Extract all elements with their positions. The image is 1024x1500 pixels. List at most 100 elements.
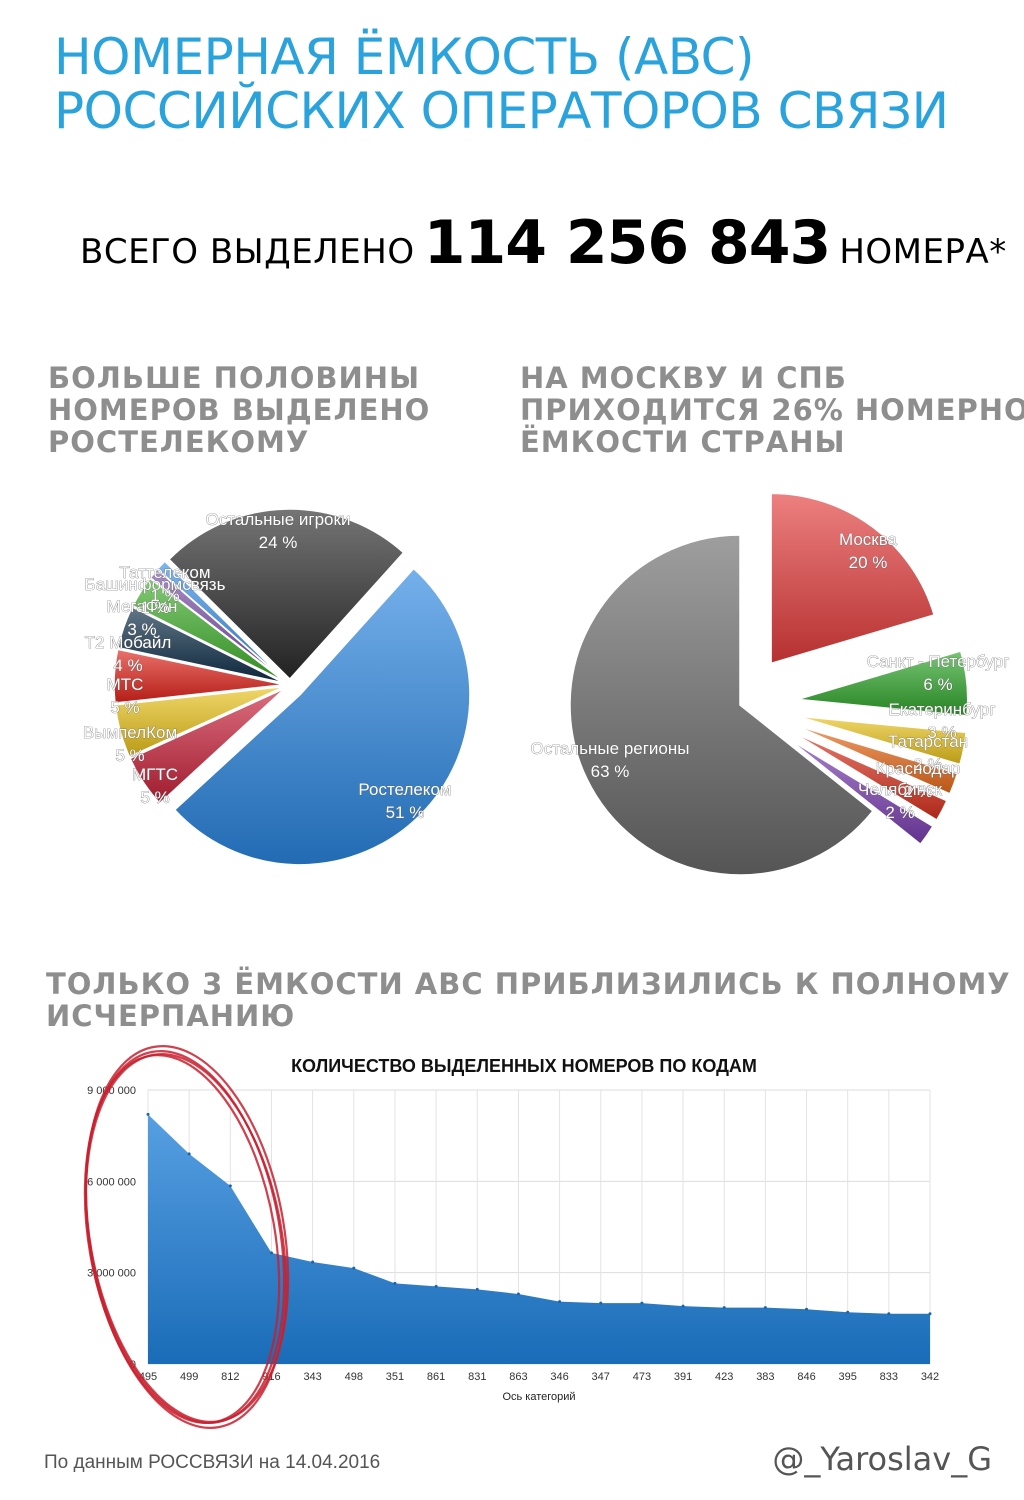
pie-slice-ростелеком: [173, 567, 471, 866]
pie-slice-percent: 3 %: [127, 620, 156, 639]
pie-slice-label: Таттелеком: [119, 563, 210, 582]
pie-slice-label: Ростелеком: [358, 780, 451, 799]
pie-slice-percent: 3 %: [927, 723, 956, 742]
x-tick-label: 831: [468, 1371, 486, 1383]
pie-slice-label: Т2 Мобайл: [85, 633, 172, 652]
title-line-2: РОССИЙСКИХ ОПЕРАТОРОВ СВЯЗИ: [54, 82, 949, 140]
pie-slice-челябинск: [787, 737, 934, 846]
pie-slice-label: Москва: [839, 530, 898, 549]
pie-slice-остальные-игроки: [167, 508, 405, 681]
codes-heading-line: ТОЛЬКО 3 ЁМКОСТИ ABC ПРИБЛИЗИЛИСЬ К ПОЛН…: [46, 967, 1011, 1001]
x-tick-label: 861: [427, 1371, 445, 1383]
x-tick-label: 498: [345, 1371, 363, 1383]
pie-slice-т2-мобайл: [117, 606, 285, 684]
data-source-note: По данным РОССВЯЗИ на 14.04.2016: [44, 1452, 381, 1473]
codes-area-chart: КОЛИЧЕСТВО ВЫДЕЛЕННЫХ НОМЕРОВ ПО КОДАМ03…: [83, 1045, 939, 1429]
pie-slice-москва: [770, 492, 936, 665]
x-tick-label: 863: [509, 1371, 527, 1383]
area-point-861: [434, 1284, 438, 1288]
x-tick-label: 383: [756, 1371, 774, 1383]
pie-slice-percent: 5 %: [115, 746, 144, 765]
regions-heading-line: НА МОСКВУ И СПБ: [520, 361, 847, 395]
operators-heading: БОЛЬШЕ ПОЛОВИНЫ НОМЕРОВ ВЫДЕЛЕНО РОСТЕЛЕ…: [48, 362, 430, 458]
operators-heading-line: РОСТЕЛЕКОМУ: [48, 425, 310, 459]
area-point-391: [681, 1304, 685, 1308]
area-point-383: [763, 1306, 767, 1310]
area-point-395: [846, 1310, 850, 1314]
pie-slice-екатеринбург: [796, 715, 967, 766]
area-point-831: [475, 1287, 479, 1291]
area-point-347: [599, 1301, 603, 1305]
pie-slice-label: МТС: [107, 675, 144, 694]
pie-slice-краснодар: [791, 731, 948, 821]
pie-slice-label: Екатеринбург: [889, 700, 996, 719]
y-tick-label: 3 000 000: [87, 1268, 136, 1280]
pie-slice-таттелеком: [156, 560, 287, 682]
x-tick-label: 346: [550, 1371, 568, 1383]
area-point-916: [269, 1251, 273, 1255]
x-tick-label: 391: [674, 1371, 692, 1383]
title-line-1: НОМЕРНАЯ ЁМКОСТЬ (ABC): [54, 28, 755, 86]
pie-slice-татарстан: [794, 724, 959, 795]
pie-slice-label: Краснодар: [876, 759, 961, 778]
area-point-342: [928, 1312, 932, 1316]
regions-heading-line: ЁМКОСТИ СТРАНЫ: [520, 425, 846, 459]
area-point-351: [393, 1281, 397, 1285]
area-point-498: [352, 1266, 356, 1270]
x-tick-label: 343: [303, 1371, 321, 1383]
pie-slice-label: Башинформсвязь: [85, 575, 226, 594]
x-tick-label: 395: [839, 1371, 857, 1383]
area-point-863: [516, 1292, 520, 1296]
pie-slice-percent: 63 %: [591, 762, 630, 781]
pie-slice-мегафон: [131, 577, 286, 683]
pie-slice-мгтс: [129, 687, 286, 805]
area-chart-title: КОЛИЧЕСТВО ВЫДЕЛЕННЫХ НОМЕРОВ ПО КОДАМ: [291, 1056, 757, 1076]
operators-heading-line: НОМЕРОВ ВЫДЕЛЕНО: [48, 393, 431, 427]
total-suffix: НОМЕРА*: [839, 232, 1007, 272]
y-tick-label: 9 000 000: [87, 1085, 136, 1097]
pie-slice-label: МегаФон: [107, 597, 178, 616]
pie-slice-percent: 24 %: [259, 533, 298, 552]
pie-slice-label: Челябинск: [858, 780, 942, 799]
total-value: 114 256 843: [423, 208, 832, 278]
regions-pie-chart: Москва 20 % Санкт - Петербург 6 % Екатеринбу…: [530, 492, 1010, 876]
pie-slice-percent: 51 %: [386, 803, 425, 822]
regions-heading-line: ПРИХОДИТСЯ 26% НОМЕРНОЙ: [520, 393, 1024, 427]
area-series: [148, 1114, 930, 1364]
area-point-346: [558, 1300, 562, 1304]
author-handle: @_Yaroslav_G: [772, 1440, 992, 1478]
pie-slice-label: Остальные игроки: [206, 510, 351, 529]
pie-slice-percent: 5 %: [110, 698, 139, 717]
pie-slice-label: МГТС: [132, 765, 178, 784]
pie-slice-percent: 2 %: [885, 803, 914, 822]
codes-heading: ТОЛЬКО 3 ЁМКОСТИ ABC ПРИБЛИЗИЛИСЬ К ПОЛН…: [46, 968, 1011, 1032]
page-title: НОМЕРНАЯ ЁМКОСТЬ (ABC) РОССИЙСКИХ ОПЕРАТ…: [54, 30, 1004, 138]
pie-slice-label: Санкт - Петербург: [867, 652, 1010, 671]
operators-heading-line: БОЛЬШЕ ПОЛОВИНЫ: [48, 361, 421, 395]
pie-slice-percent: 1 %: [150, 586, 179, 605]
pie-slice-label: ВымпелКом: [83, 723, 177, 742]
x-tick-label: 846: [797, 1371, 815, 1383]
pie-slice-percent: 4 %: [113, 656, 142, 675]
regions-heading: НА МОСКВУ И СПБ ПРИХОДИТСЯ 26% НОМЕРНОЙ …: [520, 362, 1024, 458]
x-tick-label: 342: [921, 1371, 939, 1383]
pie-slice-percent: 2 %: [913, 755, 942, 774]
pie-slice-label: Остальные регионы: [530, 739, 689, 758]
area-point-423: [722, 1306, 726, 1310]
pie-slice-вымпелком: [114, 685, 285, 758]
x-axis-label: Ось категорий: [502, 1391, 575, 1403]
area-point-473: [640, 1301, 644, 1305]
area-point-495: [146, 1112, 150, 1116]
pie-slice-санкт-петербург: [797, 650, 969, 717]
pie-slice-percent: 1 %: [140, 598, 169, 617]
x-tick-label: 423: [715, 1371, 733, 1383]
area-point-499: [187, 1152, 191, 1156]
pie-slice-мтс: [113, 648, 285, 704]
area-point-343: [311, 1260, 315, 1264]
x-tick-label: 473: [633, 1371, 651, 1383]
x-tick-label: 347: [592, 1371, 610, 1383]
pie-slice-percent: 6 %: [923, 675, 952, 694]
area-point-812: [228, 1184, 232, 1188]
pie-slice-percent: 2 %: [903, 782, 932, 801]
